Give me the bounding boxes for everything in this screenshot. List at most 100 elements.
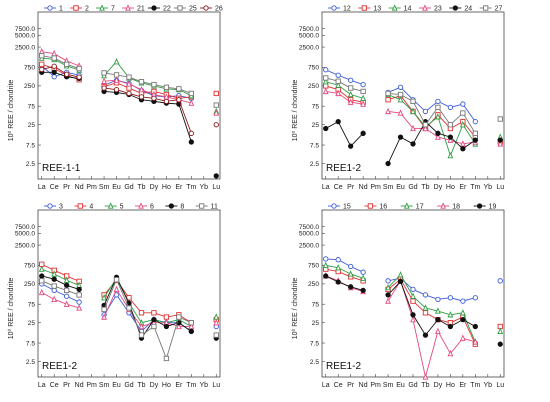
data-point bbox=[422, 304, 429, 311]
data-point bbox=[360, 94, 367, 101]
y-tick-label: 7500.0 bbox=[299, 224, 320, 231]
data-point bbox=[213, 122, 219, 128]
legend-marker bbox=[361, 5, 367, 11]
data-point bbox=[322, 261, 329, 269]
data-point bbox=[63, 276, 70, 283]
data-point bbox=[397, 96, 404, 103]
series-line bbox=[41, 65, 80, 78]
legend-label: 22 bbox=[163, 5, 171, 12]
data-point bbox=[459, 121, 466, 128]
x-tick-label: La bbox=[322, 184, 330, 191]
data-point bbox=[213, 109, 220, 116]
y-tick-label: 75 bbox=[28, 301, 36, 308]
x-tick-label: Gd bbox=[408, 184, 417, 191]
series-16 bbox=[323, 266, 503, 347]
x-tick-label: Yb bbox=[200, 382, 209, 389]
legend-marker bbox=[422, 4, 428, 11]
series-line bbox=[325, 90, 364, 105]
y-tick-label: 750 bbox=[308, 263, 319, 270]
legend: 3 4 5 6 8 11 bbox=[44, 202, 218, 210]
data-point bbox=[348, 284, 354, 290]
x-tick-label: Nd bbox=[75, 184, 84, 191]
y-axis-label: 10⁰ REE / chondrite bbox=[7, 80, 15, 142]
y-axis-label: 10⁰ REE / chondrite bbox=[7, 278, 15, 340]
y-tick-label: 5000.0 bbox=[15, 33, 36, 40]
data-point bbox=[335, 118, 341, 125]
y-tick-label: 2500.0 bbox=[15, 44, 36, 51]
x-tick-label: Er bbox=[459, 382, 467, 389]
data-point bbox=[39, 61, 45, 67]
x-tick-label: Eu bbox=[396, 382, 405, 389]
y-tick-label: 75 bbox=[28, 103, 36, 110]
data-point bbox=[151, 81, 157, 88]
data-point bbox=[335, 72, 341, 78]
data-point bbox=[472, 323, 478, 330]
legend-label: 6 bbox=[150, 203, 154, 210]
x-tick-label: Er bbox=[175, 184, 183, 191]
data-point bbox=[410, 312, 416, 318]
data-point bbox=[188, 320, 194, 326]
y-tick-label: 2500.0 bbox=[15, 242, 36, 249]
data-point bbox=[76, 286, 82, 293]
x-tick-label: Ho bbox=[162, 184, 171, 191]
data-point bbox=[64, 293, 70, 299]
series-line bbox=[41, 268, 80, 286]
data-point bbox=[447, 349, 454, 357]
legend-marker bbox=[331, 203, 337, 209]
data-point bbox=[39, 273, 45, 279]
x-tick-label: Yb bbox=[484, 382, 493, 389]
data-point bbox=[335, 89, 342, 97]
x-tick-label: Pm bbox=[86, 184, 97, 191]
series-8 bbox=[39, 273, 219, 341]
x-tick-label: Tm bbox=[470, 184, 480, 191]
data-point bbox=[176, 97, 182, 103]
legend: 12 13 14 23 24 27 bbox=[328, 4, 503, 12]
x-tick-label: Lu bbox=[212, 184, 220, 191]
data-point bbox=[460, 146, 466, 152]
x-tick-label: Pr bbox=[63, 382, 71, 389]
x-tick-label: Sm bbox=[99, 382, 110, 389]
legend-label: 26 bbox=[215, 5, 223, 12]
data-point bbox=[348, 85, 354, 91]
data-point bbox=[497, 341, 503, 347]
data-point bbox=[51, 69, 57, 75]
series-line bbox=[41, 65, 80, 78]
data-point bbox=[38, 288, 45, 296]
legend-label: 5 bbox=[120, 203, 124, 210]
data-point bbox=[76, 74, 82, 80]
data-point bbox=[435, 307, 441, 314]
data-point bbox=[51, 287, 57, 294]
y-tick-label: 250 bbox=[24, 83, 35, 90]
data-point bbox=[51, 283, 57, 289]
data-point bbox=[497, 278, 503, 284]
data-point bbox=[101, 306, 107, 313]
data-point bbox=[460, 298, 466, 304]
y-tick-label: 75 bbox=[312, 103, 320, 110]
x-tick-label: Sm bbox=[383, 184, 394, 191]
series-line bbox=[41, 283, 80, 303]
data-point bbox=[410, 292, 416, 299]
data-point bbox=[422, 122, 429, 128]
data-point bbox=[176, 86, 182, 92]
legend-marker bbox=[138, 202, 144, 209]
data-point bbox=[472, 338, 479, 345]
series-line bbox=[41, 275, 80, 290]
data-point bbox=[360, 274, 367, 281]
data-point bbox=[460, 316, 466, 323]
data-point bbox=[213, 173, 219, 179]
data-point bbox=[435, 316, 441, 323]
data-point bbox=[64, 287, 70, 294]
data-point bbox=[447, 136, 454, 143]
data-point bbox=[213, 90, 219, 97]
data-point bbox=[422, 292, 429, 298]
data-point bbox=[163, 98, 170, 104]
data-point bbox=[460, 101, 466, 107]
series-line bbox=[41, 51, 80, 67]
data-point bbox=[360, 81, 366, 88]
series-line bbox=[41, 292, 80, 309]
data-point bbox=[113, 76, 120, 83]
chart-title: REE-1-1 bbox=[42, 163, 81, 174]
series-line bbox=[325, 258, 364, 273]
data-point bbox=[410, 107, 416, 115]
